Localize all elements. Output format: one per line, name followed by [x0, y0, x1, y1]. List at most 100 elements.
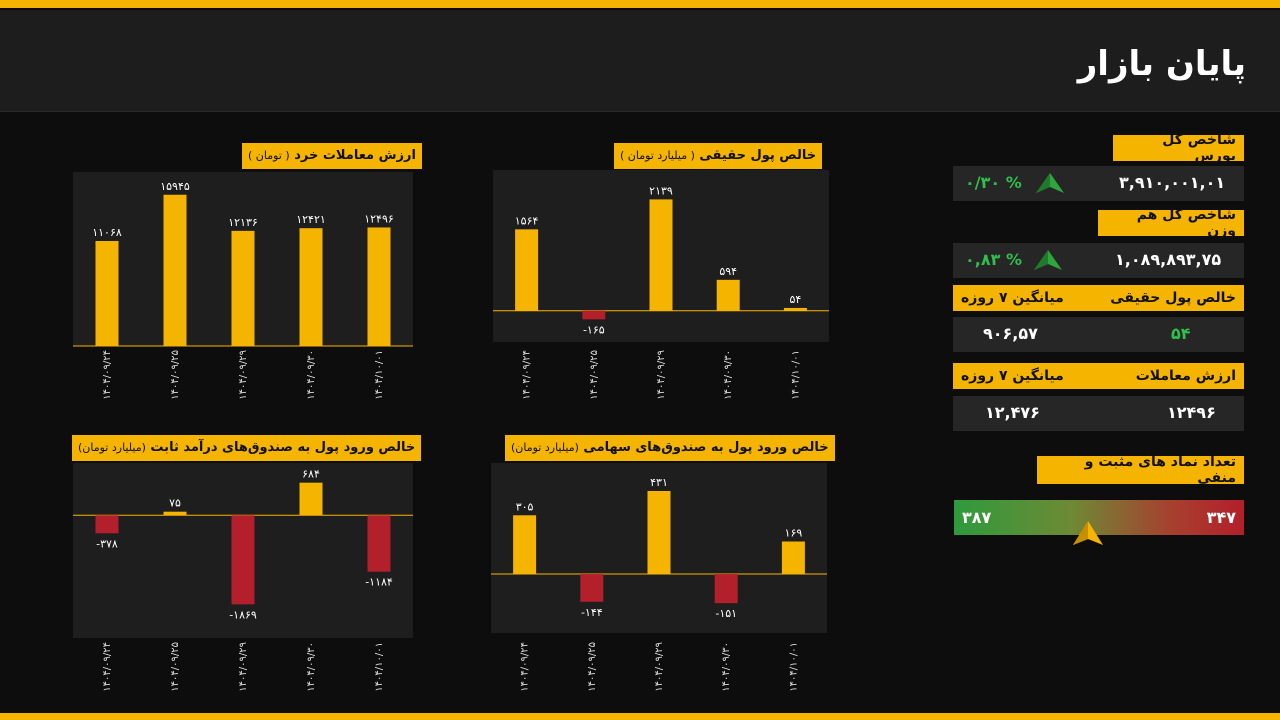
real-bar — [515, 229, 539, 311]
fixed-data-label: ۷۵ — [169, 497, 181, 510]
breadth-label: تعداد نماد های مثبت و منفی — [1037, 454, 1244, 486]
equity-data-label: -۱۴۴ — [581, 606, 603, 619]
fixed-data-label: -۱۱۸۴ — [365, 576, 393, 589]
fixed-data-label: -۱۸۶۹ — [229, 608, 257, 621]
real-bar — [582, 310, 606, 320]
real-money-avg-label: میانگین ۷ روزه — [961, 290, 1064, 306]
fixed-data-label: -۳۷۸ — [96, 537, 118, 550]
fixed-bar — [299, 482, 323, 516]
fixed-category-label: ۱۴۰۴/۰۹/۲۵ — [170, 642, 181, 692]
real-data-label: ۱۵۶۴ — [515, 214, 539, 227]
retail-data-label: ۱۱۰۶۸ — [92, 226, 122, 239]
equity-bar — [513, 515, 537, 575]
equity-data-label: -۱۵۱ — [715, 607, 737, 620]
real-category-label: ۱۴۰۴/۰۹/۲۹ — [656, 350, 667, 400]
equity-data-label: ۱۶۹ — [785, 526, 803, 539]
fixed-category-label: ۱۴۰۴/۱۰/۰۱ — [374, 642, 385, 692]
fixed-category-label: ۱۴۰۴/۰۹/۲۹ — [238, 642, 249, 692]
real-money-avg-value: ۹۰۶,۵۷ — [983, 324, 1038, 343]
equity-category-label: ۱۴۰۴/۰۹/۳۰ — [721, 642, 732, 692]
real-data-label: ۵۹۴ — [719, 265, 737, 278]
real-bar — [716, 279, 740, 311]
retail-bar — [95, 241, 119, 346]
total-index-label: شاخص کل بورس — [1113, 132, 1244, 164]
fixed-subtitle-text: (میلیارد تومان) — [78, 441, 146, 454]
equity-category-label: ۱۴۰۴/۰۹/۲۵ — [587, 642, 598, 692]
fixed-category-label: ۱۴۰۴/۰۹/۳۰ — [306, 642, 317, 692]
trade-value-header: ارزش معاملات میانگین ۷ روزه — [953, 363, 1244, 389]
real-money-label: خالص پول حقیقی — [1110, 290, 1236, 306]
trade-value-box: ۱۲۴۹۶ ۱۲,۴۷۶ — [953, 396, 1244, 431]
real-data-label: ۵۴ — [789, 293, 801, 306]
total-index-value: ۳,۹۱۰,۰۰۱,۰۱ — [1119, 173, 1226, 192]
retail-bar — [299, 228, 323, 346]
retail-chart-title: ارزش معاملات خرد ( تومان ) — [242, 143, 422, 169]
real-money-header: خالص پول حقیقی میانگین ۷ روزه — [953, 285, 1244, 311]
retail-title-text: ارزش معاملات خرد — [294, 148, 416, 163]
equity-data-label: ۴۳۱ — [650, 476, 668, 489]
fixed-bar — [163, 511, 187, 516]
real-data-label: ۲۱۳۹ — [649, 184, 673, 197]
equity-bar — [647, 491, 671, 575]
fixed-data-label: ۶۸۴ — [302, 468, 320, 481]
fixed-title-text: خالص ورود پول به صندوق‌های درآمد ثابت — [150, 440, 416, 455]
real-money-box: ۵۴ ۹۰۶,۵۷ — [953, 317, 1244, 352]
real-bar — [649, 199, 673, 311]
real-category-label: ۱۴۰۴/۰۹/۲۴ — [522, 350, 533, 400]
equal-weight-label: شاخص کل هم وزن — [1098, 207, 1244, 239]
retail-data-label: ۱۲۴۹۶ — [364, 212, 394, 225]
equity-bar — [580, 574, 604, 602]
retail-bar — [231, 230, 255, 346]
trade-value-value: ۱۲۴۹۶ — [1167, 403, 1216, 422]
equity-data-label: ۳۰۵ — [516, 500, 534, 513]
equity-chart-title: خالص ورود پول به صندوق‌های سهامی (میلیار… — [505, 435, 835, 461]
real-data-label: -۱۶۵ — [583, 323, 605, 336]
trade-value-avg-value: ۱۲,۴۷۶ — [985, 403, 1040, 422]
header: پایان بازار — [0, 10, 1280, 112]
retail-subtitle-text: ( تومان ) — [248, 149, 290, 162]
retail-data-label: ۱۲۴۲۱ — [296, 213, 326, 226]
retail-data-label: ۱۵۹۴۵ — [160, 180, 190, 193]
fixed-bar — [95, 515, 119, 534]
real-subtitle-text: ( میلیارد تومان ) — [620, 149, 695, 162]
real-title-text: خالص پول حقیقی — [699, 148, 817, 163]
retail-data-label: ۱۲۱۳۶ — [228, 216, 258, 229]
breadth-bar: ۳۸۷ ۳۴۷ — [954, 500, 1244, 535]
bottom-accent-bar — [0, 713, 1280, 720]
equity-category-label: ۱۴۰۴/۱۰/۰۱ — [788, 642, 799, 692]
equity-category-label: ۱۴۰۴/۰۹/۲۹ — [654, 642, 665, 692]
top-accent-bar — [0, 0, 1280, 8]
equal-weight-box: ۱,۰۸۹,۸۹۳,۷۵ ۰,۸۳ % — [953, 243, 1244, 278]
equity-category-label: ۱۴۰۴/۰۹/۲۴ — [520, 642, 531, 692]
equity-subtitle-text: (میلیارد تومان) — [511, 441, 579, 454]
equity-title-text: خالص ورود پول به صندوق‌های سهامی — [583, 440, 829, 455]
trade-value-avg-label: میانگین ۷ روزه — [961, 368, 1064, 384]
retail-category-label: ۱۴۰۴/۰۹/۳۰ — [306, 350, 317, 400]
fixed-category-label: ۱۴۰۴/۰۹/۲۴ — [102, 642, 113, 692]
up-arrow-icon — [1034, 250, 1062, 270]
total-index-box: ۳,۹۱۰,۰۰۱,۰۱ ۰/۳۰ % — [953, 166, 1244, 201]
fixed-chart-title: خالص ورود پول به صندوق‌های درآمد ثابت (م… — [72, 435, 422, 461]
real-bar — [783, 307, 807, 311]
equity-bar — [714, 574, 738, 604]
page-title: پایان بازار — [1077, 44, 1246, 84]
real-category-label: ۱۴۰۴/۱۰/۰۱ — [790, 350, 801, 400]
real-category-label: ۱۴۰۴/۰۹/۲۵ — [589, 350, 600, 400]
pointer-icon — [1073, 521, 1103, 545]
real-chart-title: خالص پول حقیقی ( میلیارد تومان ) — [614, 143, 823, 169]
retail-category-label: ۱۴۰۴/۰۹/۲۹ — [238, 350, 249, 400]
total-index-change: ۰/۳۰ % — [965, 173, 1022, 192]
retail-category-label: ۱۴۰۴/۱۰/۰۱ — [374, 350, 385, 400]
real-money-value: ۵۴ — [1171, 324, 1191, 343]
retail-category-label: ۱۴۰۴/۰۹/۲۴ — [102, 350, 113, 400]
breadth-positive: ۳۸۷ — [962, 508, 992, 527]
retail-bar — [163, 194, 187, 346]
trade-value-label: ارزش معاملات — [1135, 368, 1236, 384]
retail-category-label: ۱۴۰۴/۰۹/۲۵ — [170, 350, 181, 400]
breadth-negative: ۳۴۷ — [1206, 508, 1236, 527]
equity-bar — [781, 541, 805, 575]
up-arrow-icon — [1036, 173, 1064, 193]
retail-bar — [367, 227, 391, 346]
equal-weight-value: ۱,۰۸۹,۸۹۳,۷۵ — [1115, 250, 1222, 269]
